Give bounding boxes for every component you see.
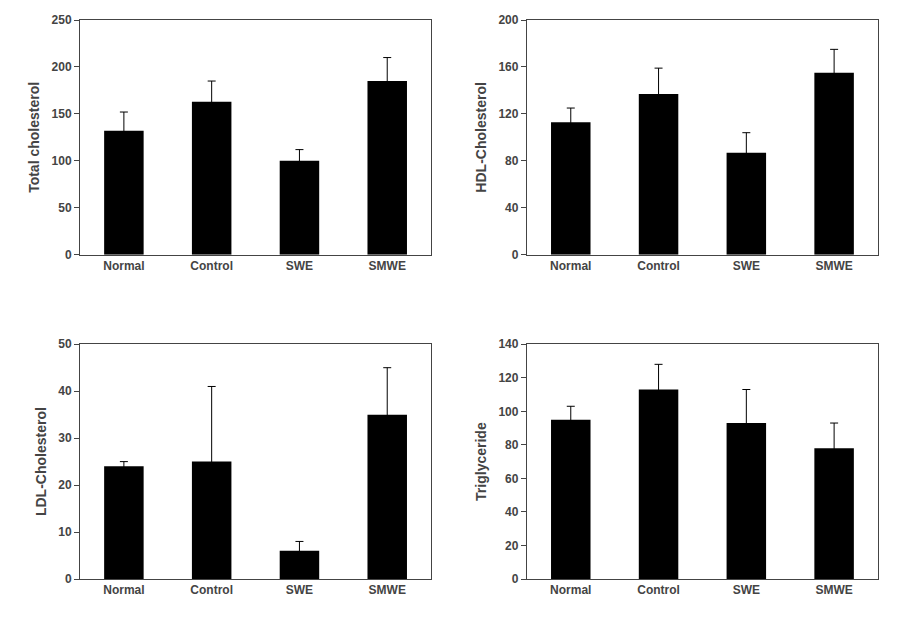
svg-text:Total cholesterol: Total cholesterol [26, 82, 42, 193]
svg-text:160: 160 [498, 60, 518, 74]
svg-text:50: 50 [58, 201, 72, 215]
svg-text:40: 40 [505, 201, 519, 215]
svg-text:SWE: SWE [286, 583, 313, 597]
svg-text:SMWE: SMWE [815, 259, 852, 273]
svg-text:SWE: SWE [733, 259, 760, 273]
svg-text:140: 140 [498, 337, 518, 351]
svg-text:60: 60 [505, 472, 519, 486]
svg-text:40: 40 [505, 505, 519, 519]
svg-text:Control: Control [637, 583, 680, 597]
svg-text:120: 120 [498, 371, 518, 385]
svg-text:HDL-Cholesterol: HDL-Cholesterol [473, 82, 489, 192]
svg-text:Normal: Normal [103, 583, 144, 597]
svg-text:LDL-Cholesterol: LDL-Cholesterol [33, 407, 49, 516]
svg-text:0: 0 [512, 248, 519, 262]
svg-text:SMWE: SMWE [369, 583, 406, 597]
svg-text:Control: Control [637, 259, 680, 273]
svg-text:250: 250 [52, 13, 72, 27]
svg-text:150: 150 [52, 107, 72, 121]
svg-text:80: 80 [505, 154, 519, 168]
svg-text:Normal: Normal [550, 583, 591, 597]
svg-text:200: 200 [52, 60, 72, 74]
svg-text:0: 0 [65, 572, 72, 586]
svg-text:Control: Control [190, 583, 233, 597]
svg-text:SWE: SWE [286, 259, 313, 273]
svg-text:30: 30 [58, 431, 72, 445]
svg-text:SWE: SWE [733, 583, 760, 597]
svg-text:Control: Control [190, 259, 233, 273]
svg-text:100: 100 [498, 405, 518, 419]
svg-text:10: 10 [58, 525, 72, 539]
svg-text:40: 40 [58, 384, 72, 398]
svg-text:Normal: Normal [550, 259, 591, 273]
svg-text:100: 100 [52, 154, 72, 168]
svg-text:Normal: Normal [103, 259, 144, 273]
svg-text:120: 120 [498, 107, 518, 121]
svg-text:SMWE: SMWE [815, 583, 852, 597]
svg-text:200: 200 [498, 13, 518, 27]
svg-text:80: 80 [505, 438, 519, 452]
svg-text:20: 20 [58, 478, 72, 492]
svg-text:0: 0 [512, 572, 519, 586]
svg-text:0: 0 [65, 248, 72, 262]
svg-text:Triglyceride: Triglyceride [473, 422, 489, 501]
svg-text:50: 50 [58, 337, 72, 351]
svg-text:SMWE: SMWE [369, 259, 406, 273]
svg-text:20: 20 [505, 539, 519, 553]
